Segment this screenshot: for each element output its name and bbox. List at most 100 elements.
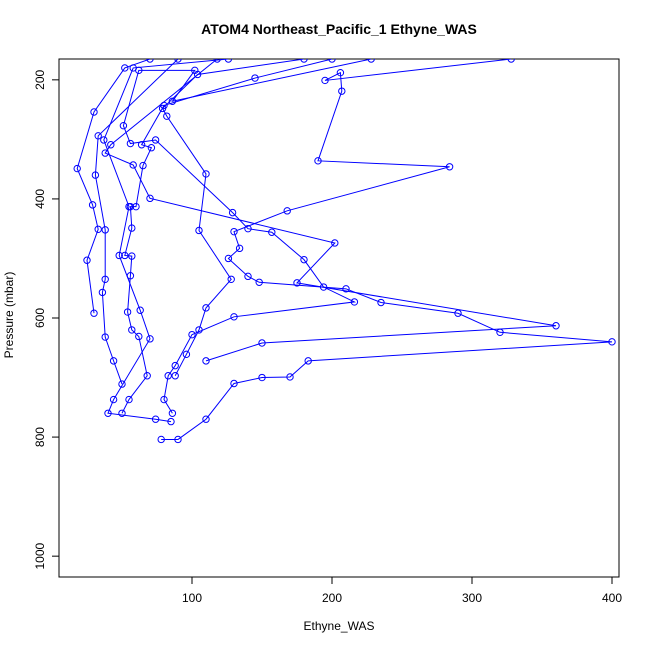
series-8	[157, 59, 616, 444]
data-point	[91, 171, 100, 179]
data-point	[202, 304, 210, 312]
data-point	[135, 66, 143, 75]
data-point	[244, 272, 252, 281]
data-point	[191, 66, 199, 75]
data-point	[126, 272, 135, 280]
x-tick-label: 100	[182, 591, 202, 605]
data-point	[283, 207, 291, 215]
data-point	[293, 279, 301, 287]
data-point	[258, 373, 266, 382]
series-1	[73, 59, 154, 317]
data-point	[367, 59, 375, 63]
x-axis: 100 200 300 400	[182, 576, 622, 605]
data-point	[507, 59, 515, 63]
data-point	[608, 338, 616, 346]
data-point	[202, 415, 210, 423]
data-point	[94, 225, 102, 233]
data-point	[125, 395, 133, 404]
data-point	[195, 226, 203, 235]
data-point	[164, 372, 172, 380]
data-point	[268, 228, 276, 236]
data-point	[168, 97, 177, 105]
data-point	[94, 132, 102, 140]
data-point	[115, 251, 123, 260]
data-point	[163, 112, 171, 120]
data-point	[119, 121, 128, 130]
data-point	[342, 285, 350, 293]
data-point	[73, 164, 81, 173]
series-line	[121, 59, 333, 414]
series-line	[76, 59, 151, 314]
data-point	[151, 415, 160, 423]
x-tick-label: 200	[322, 591, 342, 605]
data-point	[128, 252, 136, 260]
plot-area	[73, 59, 616, 444]
data-point	[151, 136, 160, 144]
data-point	[251, 74, 259, 82]
data-point	[377, 298, 385, 307]
data-point	[98, 288, 107, 297]
data-point	[107, 141, 115, 149]
data-point	[146, 335, 154, 343]
data-point	[300, 255, 308, 264]
data-point	[331, 239, 339, 247]
data-point	[168, 409, 177, 417]
data-point	[171, 361, 179, 370]
data-point	[202, 170, 210, 178]
data-point	[213, 59, 221, 63]
y-tick-label: 600	[33, 308, 47, 328]
x-tick-label: 400	[602, 591, 622, 605]
chart-title: ATOM4 Northeast_Pacific_1 Ethyne_WAS	[201, 21, 477, 37]
data-point	[182, 350, 191, 359]
data-point	[338, 87, 346, 95]
data-point	[224, 254, 233, 263]
data-point	[552, 322, 560, 330]
data-point	[135, 332, 143, 341]
data-point	[146, 59, 154, 63]
data-point	[235, 244, 244, 253]
data-point	[128, 224, 136, 232]
y-axis-label: Pressure (mbar)	[2, 272, 16, 359]
data-point	[445, 163, 454, 171]
data-point	[104, 409, 112, 417]
data-point	[136, 306, 144, 314]
data-point	[224, 59, 233, 63]
data-point	[244, 224, 252, 233]
data-point	[202, 357, 210, 365]
series-6	[118, 59, 336, 417]
data-point	[171, 372, 179, 380]
data-point	[314, 157, 322, 165]
data-point	[255, 278, 263, 286]
data-point	[143, 372, 151, 380]
data-point	[227, 275, 235, 283]
data-point	[321, 76, 329, 85]
data-point	[174, 435, 182, 444]
data-point	[174, 59, 182, 63]
data-point	[230, 379, 238, 388]
data-point	[83, 256, 91, 264]
series-3	[101, 59, 560, 365]
series-line	[122, 59, 372, 414]
x-axis-label: Ethyne_WAS	[304, 619, 375, 633]
data-point	[167, 417, 175, 426]
data-point	[230, 313, 238, 321]
x-tick-label: 300	[462, 591, 482, 605]
data-point	[336, 68, 345, 77]
data-point	[101, 333, 109, 341]
series-line	[161, 59, 613, 440]
data-point	[109, 395, 118, 404]
data-point	[258, 339, 266, 347]
y-axis: 200 400 600 800 1000	[33, 70, 60, 570]
data-point	[304, 357, 312, 365]
data-point	[300, 59, 308, 63]
data-point	[109, 357, 118, 365]
data-point	[121, 64, 129, 72]
data-point	[126, 139, 135, 148]
series-4	[100, 59, 233, 426]
data-point	[328, 59, 336, 63]
data-point	[147, 144, 156, 152]
series-line	[104, 59, 557, 362]
data-point	[188, 330, 196, 339]
data-point	[101, 226, 109, 234]
data-point	[88, 201, 97, 209]
